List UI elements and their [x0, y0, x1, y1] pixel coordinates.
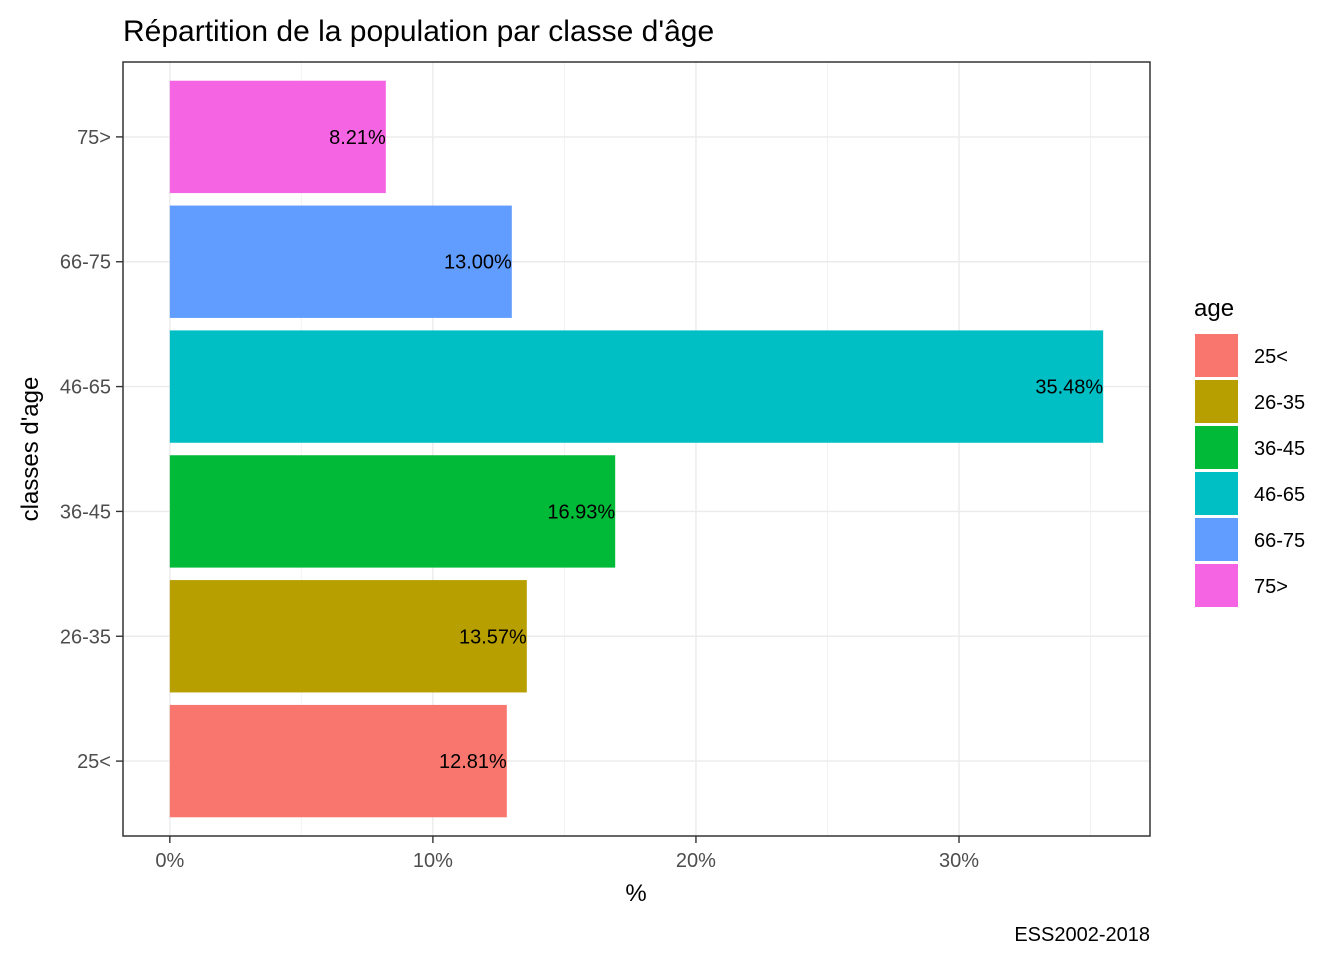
legend-label: 25<	[1254, 346, 1288, 368]
chart-caption: ESS2002-2018	[1014, 924, 1150, 946]
bar-value-label: 16.93%	[547, 501, 615, 523]
legend-swatch-75>	[1195, 564, 1238, 607]
chart-title: Répartition de la population par classe …	[123, 15, 714, 48]
legend-swatch-36-45	[1195, 426, 1238, 469]
x-axis-title: %	[625, 880, 646, 907]
bar-value-label: 12.81%	[439, 751, 507, 773]
legend-swatch-66-75	[1195, 518, 1238, 561]
legend-label: 75>	[1254, 576, 1288, 598]
y-tick-label: 46-65	[60, 377, 111, 399]
bar-25<	[169, 704, 507, 818]
y-axis-title: classes d'age	[17, 377, 44, 522]
plot-panel: 12.81% 13.57% 16.93% 35.48% 13.00% 8.21%	[122, 61, 1151, 837]
legend-label: 36-45	[1254, 438, 1305, 460]
legend-items: 25< 26-35 36-45 46-65 66-75 75>	[1195, 334, 1305, 607]
legend-label: 46-65	[1254, 484, 1305, 506]
legend-label: 66-75	[1254, 530, 1305, 552]
panel-border	[122, 61, 1151, 837]
legend: age 25< 26-35 36-45 46-65 66-75 75>	[1194, 295, 1305, 607]
x-tick-label: 20%	[676, 850, 716, 872]
bar-value-label: 13.57%	[459, 626, 527, 648]
x-axis: 0% 10% 20% 30%	[155, 836, 979, 872]
bar-26-35	[169, 580, 527, 693]
bar-66-75	[169, 205, 512, 318]
x-tick-label: 0%	[155, 850, 184, 872]
bar-36-45	[169, 455, 616, 568]
bar-value-label: 35.48%	[1035, 377, 1103, 399]
bar-46-65	[169, 330, 1104, 443]
bar-value-label: 8.21%	[329, 127, 386, 149]
y-tick-label: 26-35	[60, 626, 111, 648]
y-tick-label: 66-75	[60, 252, 111, 274]
legend-swatch-46-65	[1195, 472, 1238, 515]
x-tick-label: 10%	[413, 850, 453, 872]
bar-75>	[169, 80, 386, 194]
legend-swatch-25<	[1195, 334, 1238, 377]
bars-group	[169, 80, 1104, 818]
y-tick-label: 25<	[77, 751, 111, 773]
bar-labels-group: 12.81% 13.57% 16.93% 35.48% 13.00% 8.21%	[329, 127, 1103, 773]
legend-swatch-26-35	[1195, 380, 1238, 423]
legend-label: 26-35	[1254, 392, 1305, 414]
y-tick-label: 36-45	[60, 501, 111, 523]
y-tick-label: 75>	[77, 127, 111, 149]
bar-value-label: 13.00%	[444, 252, 512, 274]
y-axis: 25< 26-35 36-45 46-65 66-75 75>	[60, 127, 123, 773]
legend-title: age	[1194, 295, 1234, 322]
x-tick-label: 30%	[939, 850, 979, 872]
